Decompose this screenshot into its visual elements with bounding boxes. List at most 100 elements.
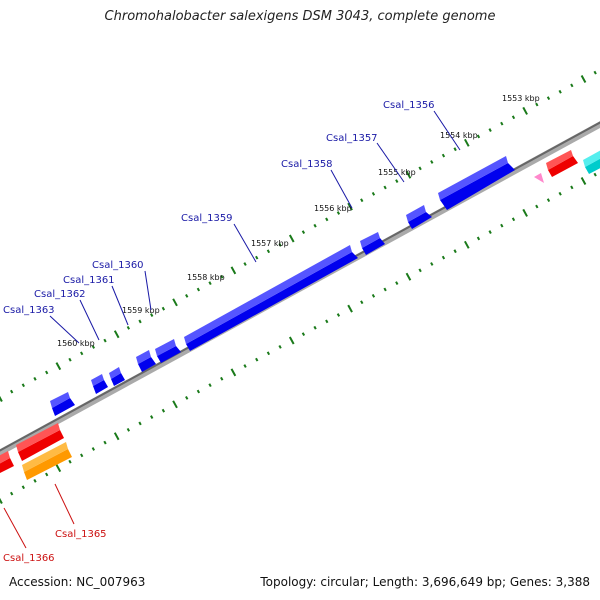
gene-label-csal-1366: Csal_1366	[3, 553, 55, 564]
tick-mark	[570, 185, 574, 190]
tick-mark	[360, 300, 364, 305]
gene-forward-left[interactable]	[52, 398, 75, 416]
gene-csal-1365[interactable]	[24, 449, 72, 480]
gene-reverse-top-right-1[interactable]	[548, 156, 578, 177]
kbp-label-1556: 1556 kbp	[314, 204, 352, 213]
tick-mark	[522, 106, 528, 115]
gene-csal-1366[interactable]	[0, 458, 14, 474]
tick-mark	[80, 351, 84, 356]
tick-mark	[266, 351, 271, 356]
tick-mark	[441, 255, 446, 260]
tick-mark	[243, 364, 247, 368]
tick-mark	[288, 234, 295, 243]
tick-mark	[301, 230, 306, 235]
tick-mark	[45, 472, 49, 477]
tick-mark	[278, 345, 282, 349]
tick-mark	[511, 115, 516, 120]
tick-mark	[336, 211, 341, 215]
tick-mark	[464, 240, 470, 249]
tick-mark	[488, 128, 492, 132]
tick-mark	[325, 319, 329, 324]
tick-mark	[230, 266, 237, 275]
tick-mark	[558, 191, 562, 196]
tick-mark	[535, 102, 539, 107]
tick-mark	[453, 249, 457, 254]
tick-mark	[371, 293, 376, 298]
tick-mark	[21, 383, 25, 388]
tick-mark	[430, 262, 434, 266]
gene-csal-1358[interactable]	[362, 238, 385, 255]
tick-mark	[430, 160, 434, 164]
tick-mark	[103, 338, 107, 343]
gene-label-csal-1363: Csal_1363	[3, 305, 55, 316]
tick-mark	[500, 223, 504, 228]
tick-mark	[80, 453, 84, 458]
tick-mark	[476, 236, 481, 241]
tick-mark	[347, 304, 353, 313]
gene-label-csal-1359: Csal_1359	[181, 213, 233, 224]
tick-mark	[266, 249, 271, 254]
tick-mark	[196, 287, 201, 292]
tick-mark	[511, 217, 516, 222]
gene-reverse-top-right-cyan[interactable]	[585, 156, 600, 174]
tick-mark	[580, 75, 587, 84]
tick-mark	[418, 166, 422, 171]
gene-label-csal-1365: Csal_1365	[55, 529, 107, 540]
tick-mark	[138, 319, 142, 324]
tick-mark	[313, 325, 317, 330]
gene-csal-1356[interactable]	[440, 163, 515, 210]
accession-text: Accession: NC_007963	[9, 575, 146, 589]
tick-mark	[405, 272, 412, 281]
gene-csal-1363[interactable]	[93, 380, 108, 394]
tick-mark	[476, 134, 481, 139]
tick-mark	[55, 464, 62, 473]
gene-label-csal-1356: Csal_1356	[383, 100, 435, 111]
kbp-label-1559: 1559 kbp	[122, 306, 160, 315]
tick-mark	[33, 478, 37, 483]
gene-csal-1362[interactable]	[111, 373, 125, 386]
tick-mark	[546, 96, 551, 101]
tick-mark	[45, 370, 49, 375]
tick-mark	[301, 332, 306, 337]
tick-mark	[150, 415, 154, 419]
tick-mark	[593, 172, 597, 177]
tick-mark	[522, 208, 528, 217]
gene-reverse-bottom-left[interactable]	[18, 430, 64, 461]
tick-mark	[220, 274, 224, 279]
tick-mark	[0, 395, 3, 402]
tick-mark	[161, 408, 166, 413]
tick-mark	[185, 294, 189, 298]
label-leader-lines	[3, 110, 461, 549]
tick-marks-inner	[0, 172, 597, 504]
kbp-scale-labels: 1553 kbp 1554 kbp 1555 kbp 1556 kbp 1557…	[57, 94, 540, 348]
tick-mark	[405, 170, 412, 179]
gene-csal-1359[interactable]	[186, 252, 358, 351]
tick-mark	[68, 357, 72, 362]
tick-mark	[91, 447, 96, 451]
gene-csal-1360[interactable]	[157, 346, 181, 363]
tick-mark	[172, 298, 178, 307]
kbp-label-1558: 1558 kbp	[187, 273, 225, 282]
gene-csal-1361[interactable]	[138, 357, 156, 372]
tick-mark	[441, 153, 446, 158]
tick-mark	[126, 427, 131, 432]
tick-mark	[347, 202, 353, 211]
tick-marks-outer	[0, 70, 597, 402]
tick-mark	[558, 89, 562, 94]
tick-mark	[10, 491, 14, 496]
tick-mark	[580, 177, 587, 186]
gene-csal-1357[interactable]	[408, 212, 432, 229]
tick-mark	[288, 336, 295, 345]
tick-mark	[208, 383, 212, 388]
gene-label-csal-1362: Csal_1362	[34, 289, 86, 300]
tick-mark	[185, 396, 189, 400]
tick-mark	[255, 357, 259, 362]
tick-mark	[325, 217, 329, 222]
tick-mark	[243, 262, 247, 266]
kbp-label-1554: 1554 kbp	[440, 131, 478, 140]
tick-mark	[500, 121, 504, 126]
tick-mark	[161, 306, 166, 311]
tick-mark	[33, 376, 37, 381]
